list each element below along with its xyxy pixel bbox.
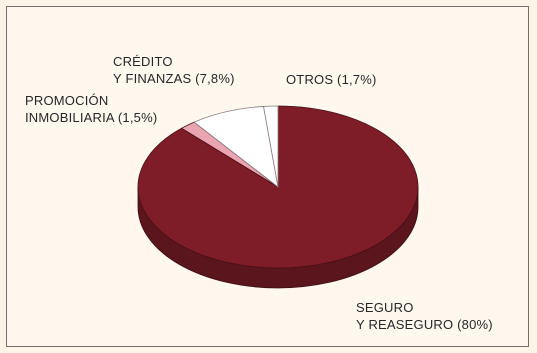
- slice-label-seguro-line1: SEGURO: [356, 300, 414, 315]
- slice-label-credito-line2: Y FINANZAS (7,8%): [113, 71, 235, 86]
- slice-label-seguro-line2: Y REASEGURO (80%): [356, 317, 493, 332]
- slice-label-promocion-line2: INMOBILIARIA (1,5%): [25, 110, 157, 125]
- pie-labels: SEGURO Y REASEGURO (80%) OTROS (1,7%) CR…: [25, 54, 493, 332]
- slice-label-otros-line1: OTROS (1,7%): [286, 72, 377, 87]
- slice-label-otros: OTROS (1,7%): [286, 72, 377, 87]
- slice-label-promocion: PROMOCIÓN INMOBILIARIA (1,5%): [25, 93, 157, 125]
- slice-label-credito-line1: CRÉDITO: [113, 54, 173, 69]
- slice-label-promocion-line1: PROMOCIÓN: [25, 93, 108, 108]
- pie-top: [137, 105, 419, 269]
- slice-label-seguro: SEGURO Y REASEGURO (80%): [356, 300, 493, 332]
- pie-slice-3: [263, 105, 279, 188]
- slice-label-credito: CRÉDITO Y FINANZAS (7,8%): [113, 54, 235, 86]
